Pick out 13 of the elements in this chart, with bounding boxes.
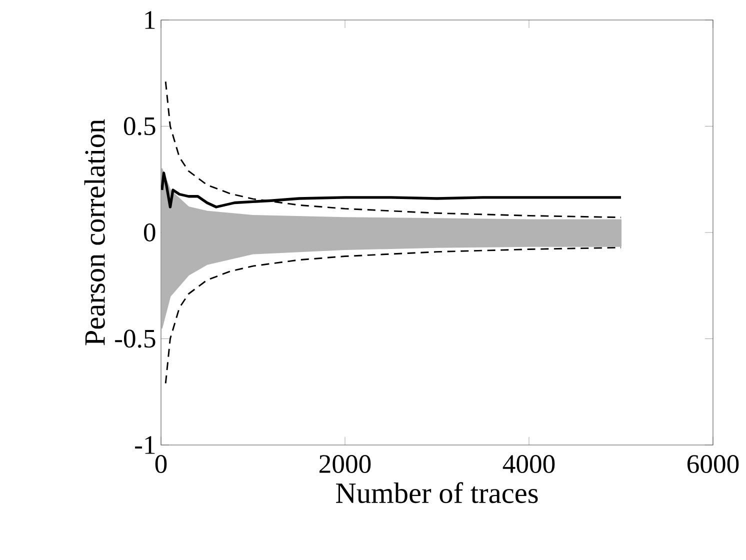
y-tick-label: -1 (135, 436, 155, 454)
y-tick-label: -0.5 (115, 330, 156, 348)
x-tick-label: 6000 (687, 455, 739, 474)
line-series (164, 246, 622, 384)
x-tick-label: 4000 (502, 455, 555, 474)
y-tick-label: 1 (145, 11, 155, 29)
line-series (164, 80, 622, 218)
x-tick-label: 2000 (320, 455, 371, 474)
x-axis-title: Number of traces (336, 482, 538, 504)
y-axis-title: Pearson correlation (84, 119, 105, 346)
y-tick-label: 0.5 (124, 117, 156, 136)
x-tick-label: 0 (155, 455, 167, 474)
y-tick-label: 0 (144, 223, 156, 242)
